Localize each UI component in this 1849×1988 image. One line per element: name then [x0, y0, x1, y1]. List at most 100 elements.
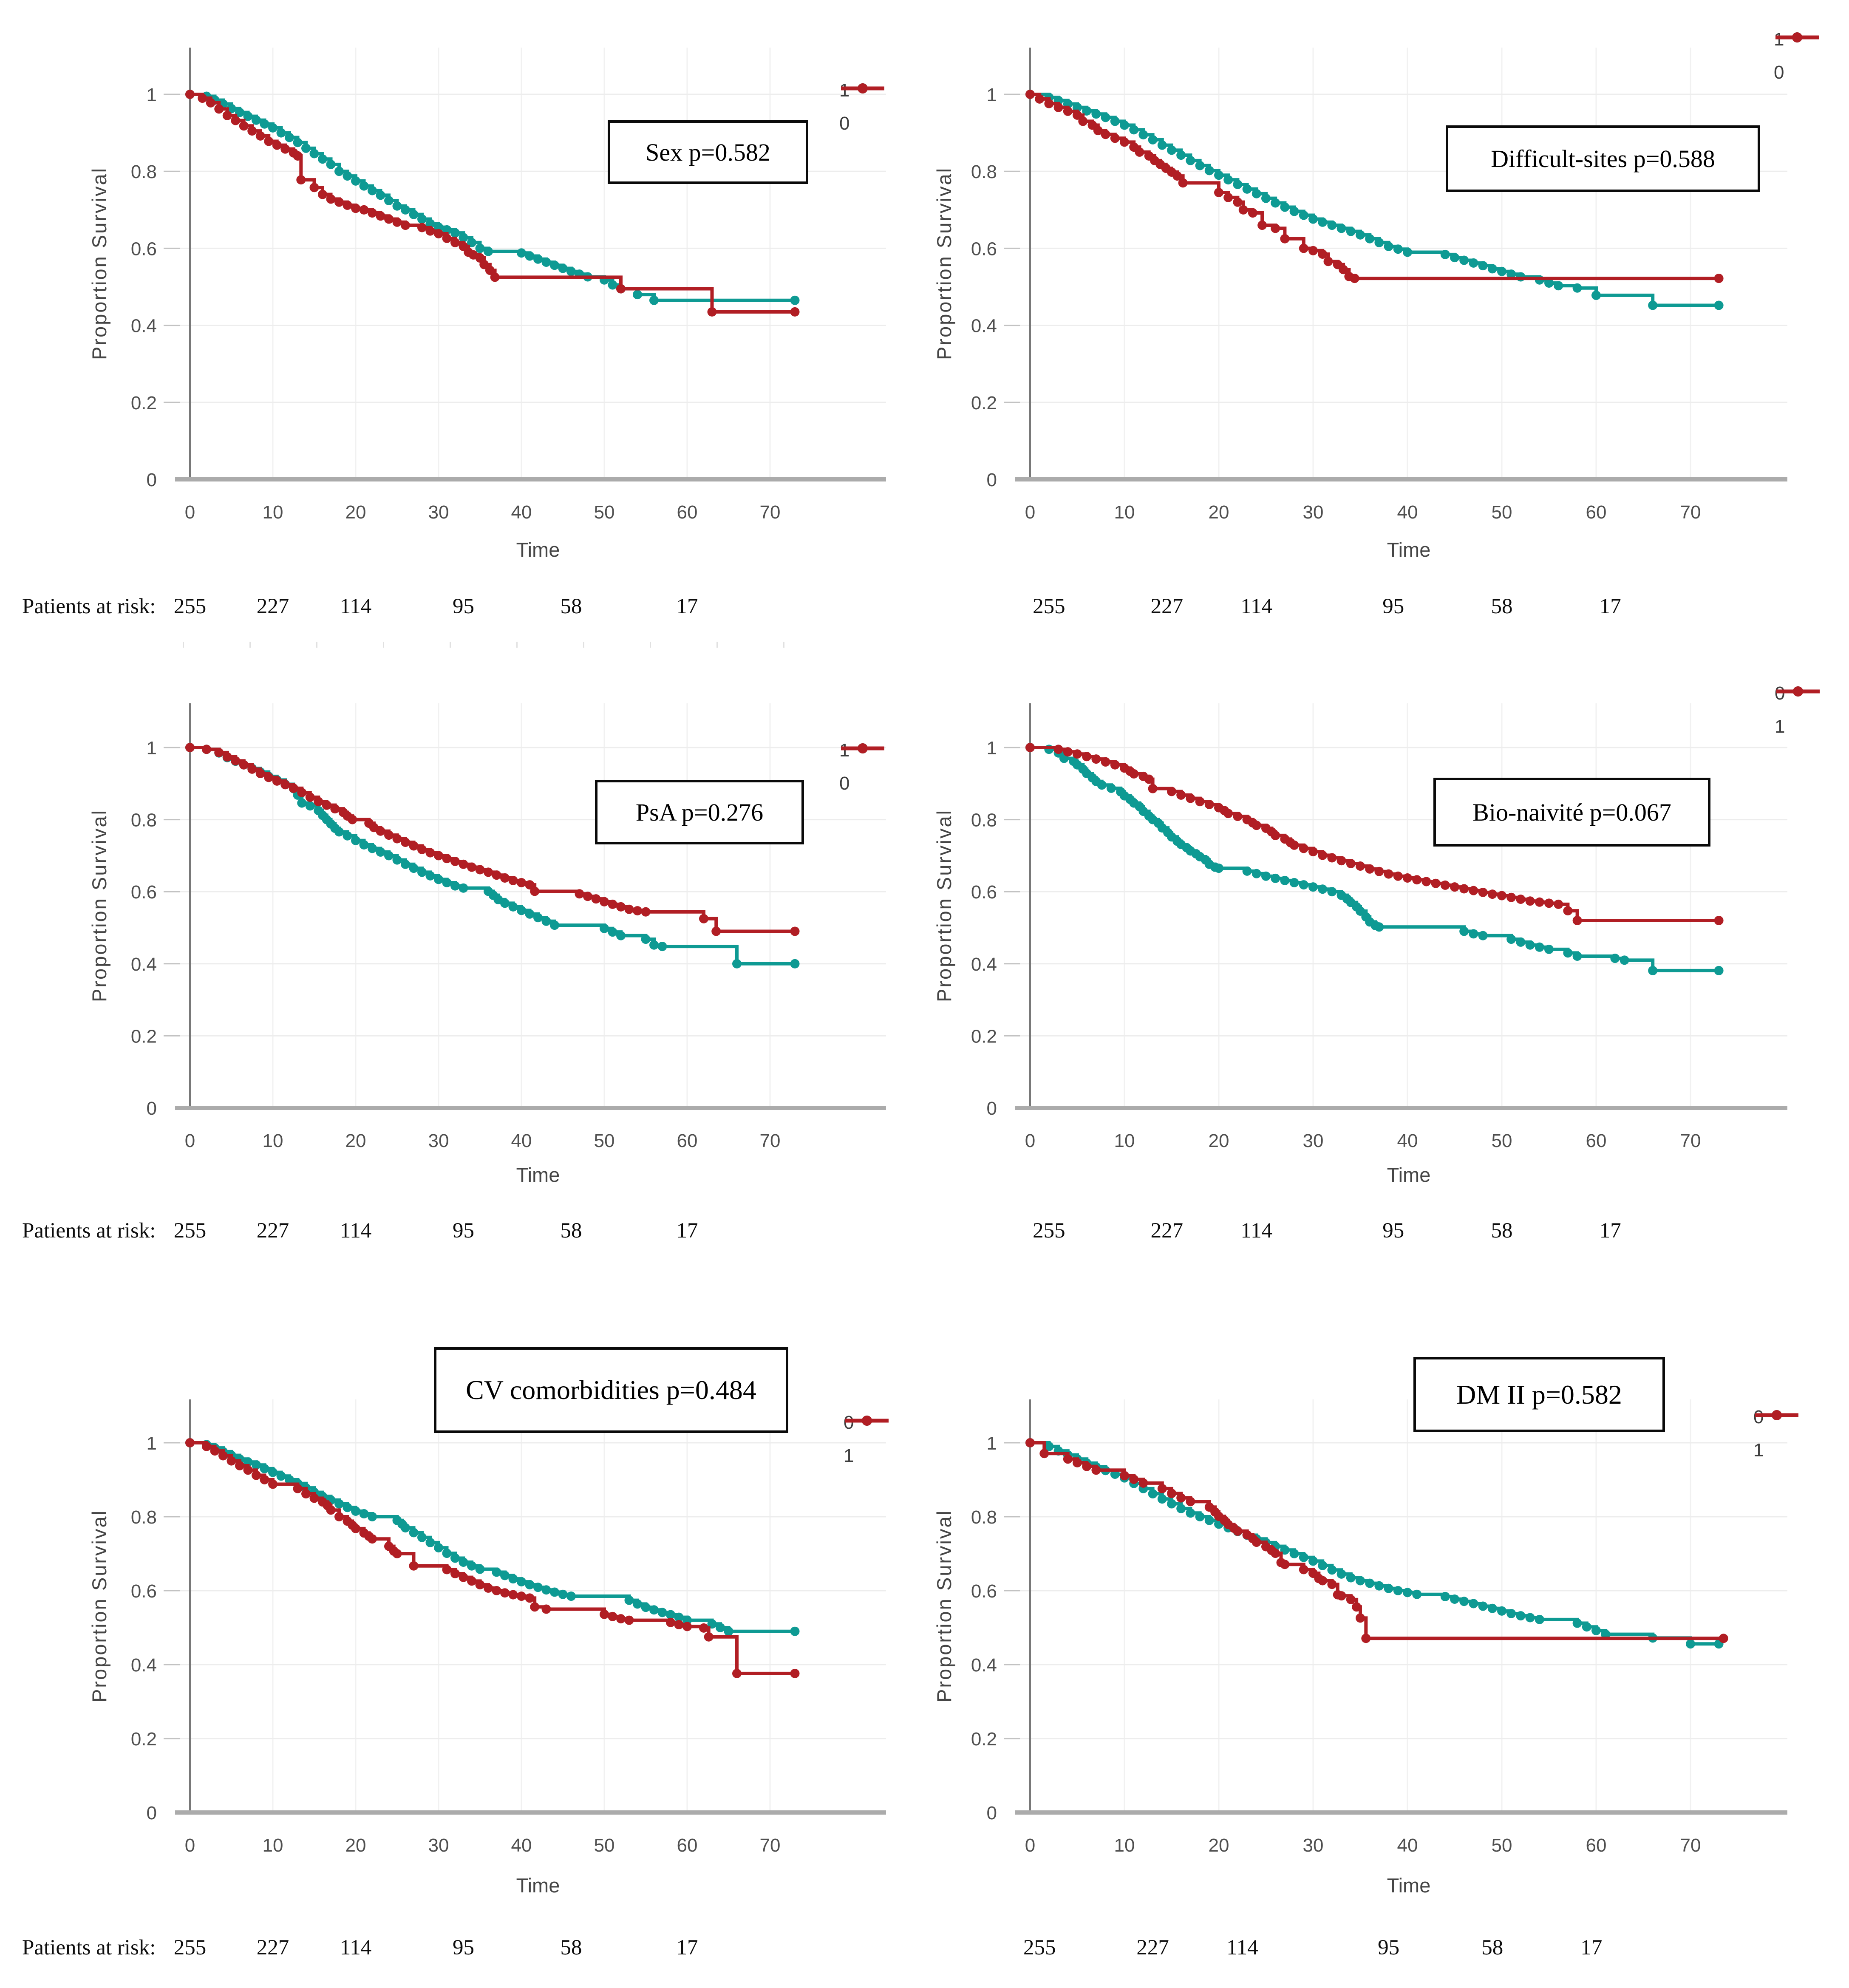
curve-point	[1374, 1581, 1384, 1591]
x-tick-label: 30	[1303, 1130, 1324, 1151]
curve-point	[368, 1512, 377, 1521]
curve-point	[268, 123, 277, 133]
curve-point	[417, 223, 427, 232]
curve-point	[1601, 1629, 1611, 1639]
curve-point	[1356, 906, 1365, 916]
at-risk-row: 255 227 114 95 58 17	[925, 1935, 1849, 1965]
curve-point	[641, 907, 651, 917]
x-tick-label: 30	[428, 502, 449, 523]
curve-point	[351, 204, 360, 213]
x-tick-label: 60	[1586, 1130, 1607, 1151]
legend-line-icon	[845, 1416, 889, 1426]
at-risk-value: 58	[560, 1936, 582, 1960]
x-tick-label: 40	[511, 502, 532, 523]
legend-label: 1	[844, 1445, 854, 1466]
curve-point	[1280, 1560, 1290, 1569]
curve-point	[417, 1532, 427, 1542]
curve-point	[1393, 244, 1403, 254]
at-risk-value: 58	[1481, 1936, 1504, 1960]
at-risk-value: 255	[173, 1936, 207, 1960]
curve-point	[260, 119, 269, 129]
curve-point	[1176, 1493, 1186, 1503]
curve-point	[1572, 283, 1582, 293]
curve-point	[1591, 290, 1601, 300]
curve-point	[484, 867, 493, 877]
curve-point	[368, 208, 377, 218]
curve-point	[1516, 895, 1526, 904]
curve-point	[326, 159, 336, 169]
curve-point	[272, 776, 282, 786]
y-tick-label: 0.6	[131, 882, 157, 903]
at-risk-value: 227	[1136, 1936, 1169, 1960]
curve-point	[326, 194, 336, 204]
plot-title-box: CV comorbidities p=0.484	[434, 1347, 788, 1433]
curve-point	[616, 284, 626, 294]
curve-point	[239, 760, 249, 770]
curve-point	[1497, 1606, 1506, 1616]
curve-point	[1144, 774, 1154, 784]
plot-difficult-sites: 00.20.40.60.810 10 20 30 40 50 60 70Proportion …	[933, 48, 1787, 561]
curve-point	[285, 133, 294, 142]
curve-point	[1129, 125, 1139, 135]
y-tick-label: 0.2	[971, 1729, 997, 1750]
curve-point	[1308, 214, 1318, 224]
curve-point	[533, 913, 543, 923]
faint-tick-row	[0, 642, 924, 649]
curve-point	[624, 1615, 634, 1625]
curve-point	[1374, 867, 1384, 876]
curve-point	[1350, 274, 1359, 283]
curve-point	[1186, 793, 1195, 803]
curve-point	[1308, 1556, 1318, 1566]
curve-point	[239, 121, 249, 131]
curve-point	[732, 959, 742, 969]
curve-point	[343, 171, 352, 181]
curve-point	[297, 788, 307, 797]
curve-point	[1361, 1634, 1371, 1643]
curve-point	[525, 1593, 535, 1603]
legend-entry: 1	[844, 1416, 889, 1467]
curve-point	[704, 1632, 714, 1642]
curve-point	[583, 892, 592, 901]
curve-point	[711, 926, 721, 936]
km-chart-bio-naivite: 0 0.2 0.4 0.6 0.8 1 0 10 20 30 40 50 60 70 Proportion …	[925, 663, 1849, 1325]
curve-point	[1346, 227, 1356, 236]
curve-point	[1365, 864, 1375, 874]
curve-point	[682, 1622, 692, 1631]
curve-point	[1035, 94, 1045, 104]
curve-point	[1327, 887, 1337, 897]
curve-point	[1450, 253, 1459, 263]
curve-point	[1478, 261, 1488, 271]
curve-point	[434, 1543, 443, 1553]
curve-point	[1393, 1586, 1403, 1595]
curve-point	[301, 1489, 311, 1499]
curve-point	[1280, 875, 1290, 885]
y-tick-label: 1	[987, 1433, 997, 1454]
curve-point	[1176, 790, 1186, 800]
x-axis-title: Time	[516, 1874, 560, 1897]
curve-point	[1148, 1489, 1158, 1499]
at-risk-value: 95	[453, 1936, 474, 1960]
curve-point	[334, 827, 344, 837]
curve-point	[442, 854, 452, 864]
x-tick-label: 10	[263, 1130, 283, 1151]
curve-point	[1327, 221, 1337, 230]
y-tick-label: 0.6	[971, 238, 997, 259]
x-tick-label: 70	[760, 502, 781, 523]
curve-point	[500, 1571, 510, 1580]
curve-point	[790, 959, 800, 969]
curve-point	[1591, 1626, 1601, 1635]
curve-point	[1336, 1569, 1346, 1579]
curve-point	[1648, 966, 1658, 975]
curve-point	[1214, 864, 1223, 873]
curve-point	[1318, 217, 1328, 227]
curve-point	[1610, 954, 1620, 963]
curve-point	[649, 940, 659, 950]
curve-point	[268, 1467, 277, 1477]
curve-point	[1572, 1618, 1582, 1628]
curve-point	[558, 1589, 568, 1599]
curve-point	[649, 295, 659, 305]
curve-point	[359, 205, 369, 215]
plot-title: Sex p=0.582	[646, 138, 770, 166]
curve-point	[1525, 1613, 1535, 1623]
